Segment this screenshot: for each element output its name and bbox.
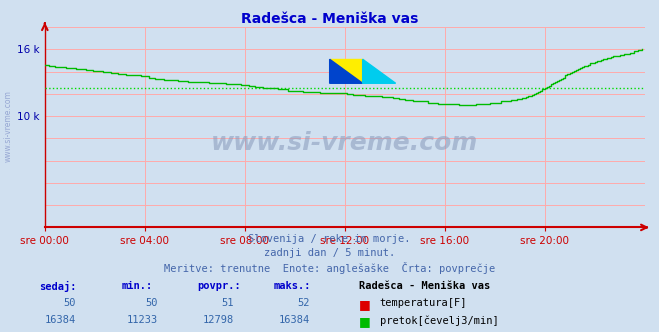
Text: Slovenija / reke in morje.: Slovenija / reke in morje. — [248, 234, 411, 244]
Text: Radešca - Meniška vas: Radešca - Meniška vas — [359, 281, 490, 290]
Text: maks.:: maks.: — [273, 281, 311, 290]
Polygon shape — [330, 59, 362, 83]
Text: 16384: 16384 — [45, 315, 76, 325]
Text: sedaj:: sedaj: — [40, 281, 77, 291]
Polygon shape — [330, 59, 362, 83]
Text: 16384: 16384 — [279, 315, 310, 325]
Text: 52: 52 — [297, 298, 310, 308]
Text: ■: ■ — [359, 315, 371, 328]
Text: povpr.:: povpr.: — [198, 281, 241, 290]
Text: min.:: min.: — [122, 281, 153, 290]
Text: pretok[čevelj3/min]: pretok[čevelj3/min] — [380, 315, 498, 326]
Text: Meritve: trenutne  Enote: anglešaške  Črta: povprečje: Meritve: trenutne Enote: anglešaške Črta… — [164, 262, 495, 274]
Text: www.si-vreme.com: www.si-vreme.com — [3, 90, 13, 162]
Text: www.si-vreme.com: www.si-vreme.com — [211, 131, 478, 155]
Text: temperatura[F]: temperatura[F] — [380, 298, 467, 308]
Text: 50: 50 — [146, 298, 158, 308]
Text: Radešca - Meniška vas: Radešca - Meniška vas — [241, 12, 418, 26]
Text: ■: ■ — [359, 298, 371, 311]
Text: 11233: 11233 — [127, 315, 158, 325]
Polygon shape — [362, 59, 395, 83]
Text: 51: 51 — [221, 298, 234, 308]
Text: 12798: 12798 — [203, 315, 234, 325]
Text: 50: 50 — [63, 298, 76, 308]
Text: zadnji dan / 5 minut.: zadnji dan / 5 minut. — [264, 248, 395, 258]
